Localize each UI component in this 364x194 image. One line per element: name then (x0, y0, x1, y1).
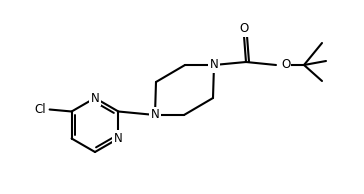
Text: N: N (91, 92, 99, 105)
Text: O: O (281, 59, 290, 72)
Text: N: N (114, 132, 123, 145)
Text: Cl: Cl (34, 103, 46, 116)
Text: N: N (210, 59, 218, 72)
Text: O: O (240, 23, 249, 36)
Text: N: N (151, 108, 159, 121)
